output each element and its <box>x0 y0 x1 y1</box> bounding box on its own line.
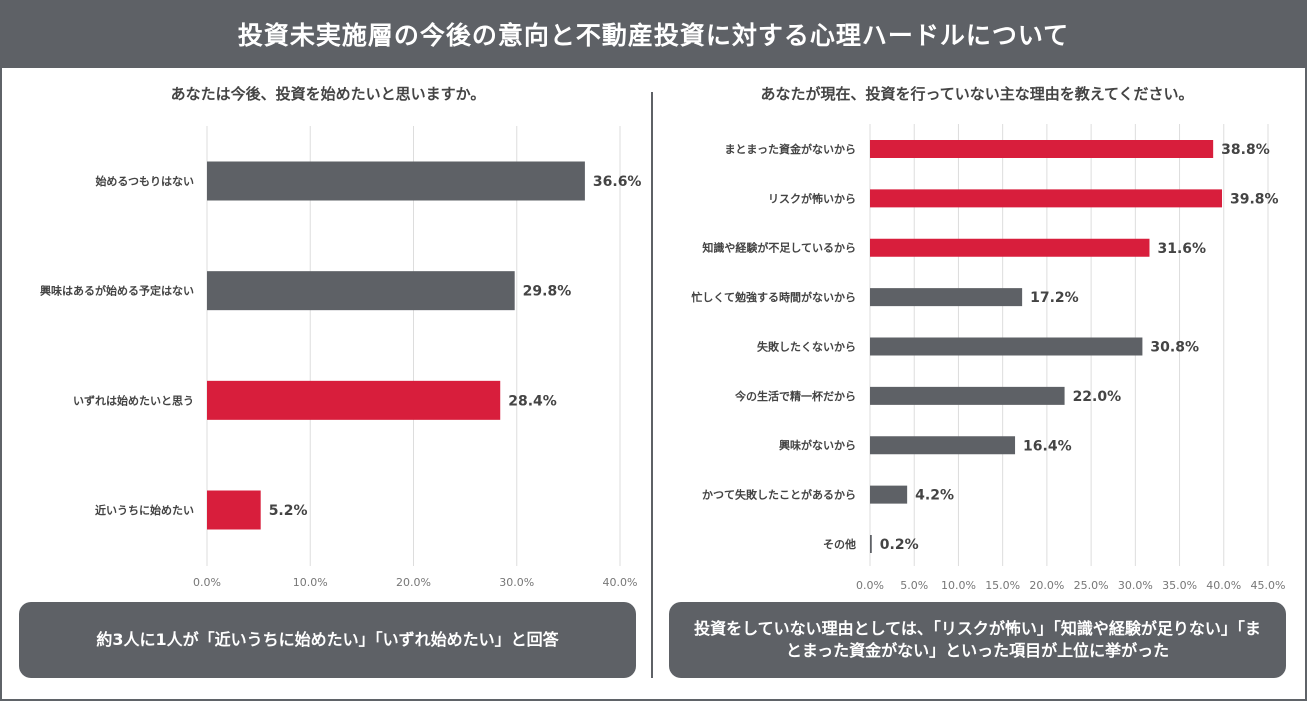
category-label: その他 <box>823 537 856 551</box>
category-label: リスクが怖いから <box>768 191 856 205</box>
category-label: 知識や経験が不足しているから <box>701 241 856 255</box>
x-tick-label: 45.0% <box>1251 579 1286 592</box>
category-label: 今の生活で精一杯だから <box>734 389 856 403</box>
bar <box>870 436 1016 455</box>
bar <box>207 161 585 201</box>
x-tick-label: 20.0% <box>1029 579 1064 592</box>
data-label: 5.2% <box>269 503 308 519</box>
data-label: 36.6% <box>593 174 642 190</box>
page-title: 投資未実施層の今後の意向と不動産投資に対する心理ハードルについて <box>0 0 1307 68</box>
panel-divider <box>651 92 653 678</box>
bar <box>870 535 872 553</box>
bar <box>207 271 515 311</box>
x-tick-label: 40.0% <box>1206 579 1241 592</box>
right-summary-callout: 投資をしていない理由としては、「リスクが怖い」「知識や経験が足りない」「まとまっ… <box>669 602 1286 678</box>
data-label: 16.4% <box>1023 438 1072 454</box>
left-chart-subtitle: あなたは今後、投資を始めたいと思いますか。 <box>170 85 486 103</box>
right-chart-subtitle: あなたが現在、投資を行っていない主な理由を教えてください。 <box>760 85 1194 103</box>
category-label: 興味はあるが始める予定はない <box>40 284 194 298</box>
x-tick-label: 30.0% <box>1118 579 1153 592</box>
category-label: 失敗したくないから <box>757 339 856 353</box>
category-label: まとまった資金がないから <box>724 142 856 156</box>
bar <box>870 386 1065 405</box>
category-label: 近いうちに始めたい <box>95 503 194 517</box>
bar <box>207 380 501 420</box>
bar <box>870 189 1223 208</box>
bar <box>207 490 261 530</box>
x-tick-label: 10.0% <box>293 576 328 589</box>
category-label: 始めるつもりはない <box>95 174 194 188</box>
data-label: 28.4% <box>508 393 557 409</box>
x-tick-label: 0.0% <box>193 576 221 589</box>
data-label: 38.8% <box>1221 142 1270 158</box>
data-label: 0.2% <box>880 537 919 553</box>
x-tick-label: 20.0% <box>396 576 431 589</box>
x-tick-label: 35.0% <box>1162 579 1197 592</box>
x-tick-label: 40.0% <box>603 576 638 589</box>
data-label: 4.2% <box>915 488 954 504</box>
bar <box>870 140 1214 158</box>
data-label: 17.2% <box>1030 290 1079 306</box>
x-tick-label: 0.0% <box>856 579 884 592</box>
category-label: かつて失敗したことがあるから <box>702 488 856 502</box>
x-tick-label: 15.0% <box>985 579 1020 592</box>
bar <box>870 288 1023 307</box>
x-tick-label: 10.0% <box>941 579 976 592</box>
category-label: いずれは始めたいと思う <box>73 393 194 407</box>
bar <box>870 337 1143 356</box>
data-label: 29.8% <box>523 284 572 300</box>
left-summary-callout: 約3人に1人が「近いうちに始めたい」「いずれ始めたい」と回答 <box>19 602 636 678</box>
category-label: 興味がないから <box>779 438 856 452</box>
data-label: 39.8% <box>1230 191 1279 207</box>
category-label: 忙しくて勉強する時間がないから <box>691 290 856 304</box>
bar <box>870 238 1150 257</box>
x-tick-label: 5.0% <box>900 579 928 592</box>
data-label: 22.0% <box>1073 389 1122 405</box>
bar <box>870 485 908 504</box>
x-tick-label: 30.0% <box>499 576 534 589</box>
data-label: 30.8% <box>1150 340 1199 356</box>
x-tick-label: 25.0% <box>1074 579 1109 592</box>
data-label: 31.6% <box>1157 241 1206 257</box>
